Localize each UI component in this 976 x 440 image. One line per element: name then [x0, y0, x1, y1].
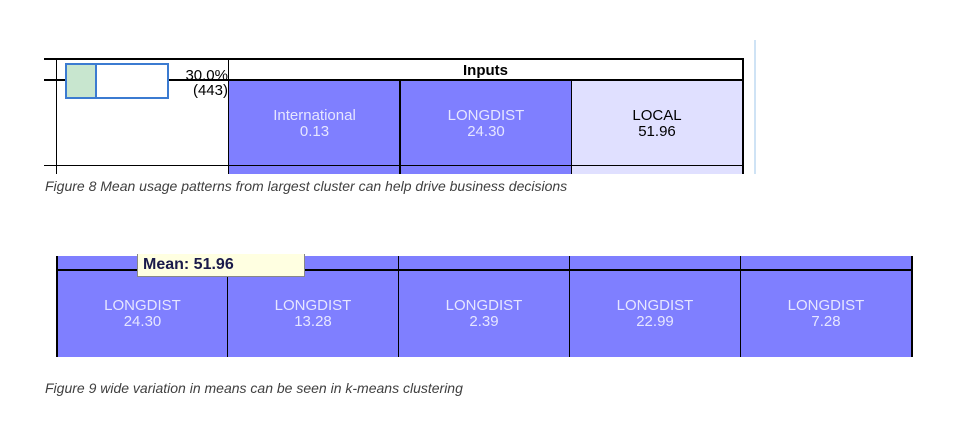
cell-name: LONGDIST	[445, 297, 523, 314]
inputs-header[interactable]: Inputs	[463, 62, 508, 79]
input-cell-divider	[399, 81, 401, 174]
figure-9-screenshot: LONGDIST 24.30 LONGDIST 13.28 LONGDIST 2…	[0, 250, 976, 362]
col-divider	[227, 256, 228, 360]
cluster-cell[interactable]: LONGDIST 24.30	[58, 298, 227, 330]
col-divider	[740, 256, 741, 360]
cell-name: LONGDIST	[616, 297, 694, 314]
tooltip-text: Mean: 51.96	[143, 256, 234, 273]
input-cell-international[interactable]: International 0.13	[229, 81, 400, 174]
cell-name: LONGDIST	[274, 297, 352, 314]
cell-name: LONGDIST	[787, 297, 865, 314]
col-rule-right	[742, 58, 744, 174]
figure-9-caption: Figure 9 wide variation in means can be …	[45, 380, 463, 396]
cell-value: 2.39	[469, 313, 499, 330]
size-count: (443)	[192, 82, 228, 99]
cell-value: 22.99	[636, 313, 674, 330]
cluster-cell[interactable]: LONGDIST 7.28	[741, 298, 911, 330]
input-cell-divider	[571, 81, 572, 174]
figure-8-screenshot: Size Inputs 30.0% (443) International 0.…	[0, 40, 760, 175]
cell-value: 13.28	[294, 313, 332, 330]
size-percent: 30.0%	[185, 67, 228, 84]
input-value: 51.96	[638, 123, 676, 140]
cluster-row	[56, 271, 913, 358]
row-right-rule	[911, 256, 913, 360]
header-bottom-rule	[44, 79, 744, 81]
row-top-rule	[56, 269, 913, 271]
cells-bottom-rule	[229, 165, 742, 166]
input-name: International	[273, 107, 356, 124]
cell-value: 7.28	[811, 313, 841, 330]
input-name: LOCAL	[632, 107, 682, 124]
mean-tooltip: Mean: 51.96	[137, 254, 305, 277]
cluster-cell[interactable]: LONGDIST 22.99	[570, 298, 740, 330]
table-top-rule	[44, 58, 744, 60]
size-bar-fill	[67, 65, 97, 97]
row-left-rule	[56, 256, 58, 360]
cluster-cell[interactable]: LONGDIST 2.39	[399, 298, 569, 330]
input-name: LONGDIST	[447, 107, 525, 124]
row-bottom-space	[56, 357, 913, 362]
col-rule-size-right	[228, 58, 229, 174]
cell-name: LONGDIST	[104, 297, 181, 314]
col-divider	[398, 256, 399, 360]
window-edge	[754, 40, 756, 174]
input-value: 24.30	[467, 123, 505, 140]
col-rule-left	[56, 58, 57, 174]
input-cell-longdist[interactable]: LONGDIST 24.30	[401, 81, 571, 174]
figure-8-caption: Figure 8 Mean usage patterns from larges…	[45, 178, 568, 194]
cell-value: 24.30	[123, 313, 162, 330]
col-divider	[569, 256, 570, 360]
input-value: 0.13	[299, 123, 330, 140]
input-cell-local[interactable]: LOCAL 51.96	[572, 81, 742, 174]
size-bar	[65, 63, 169, 99]
cluster-cell[interactable]: LONGDIST 13.28	[228, 298, 398, 330]
size-text: 30.0% (443)	[172, 68, 228, 98]
